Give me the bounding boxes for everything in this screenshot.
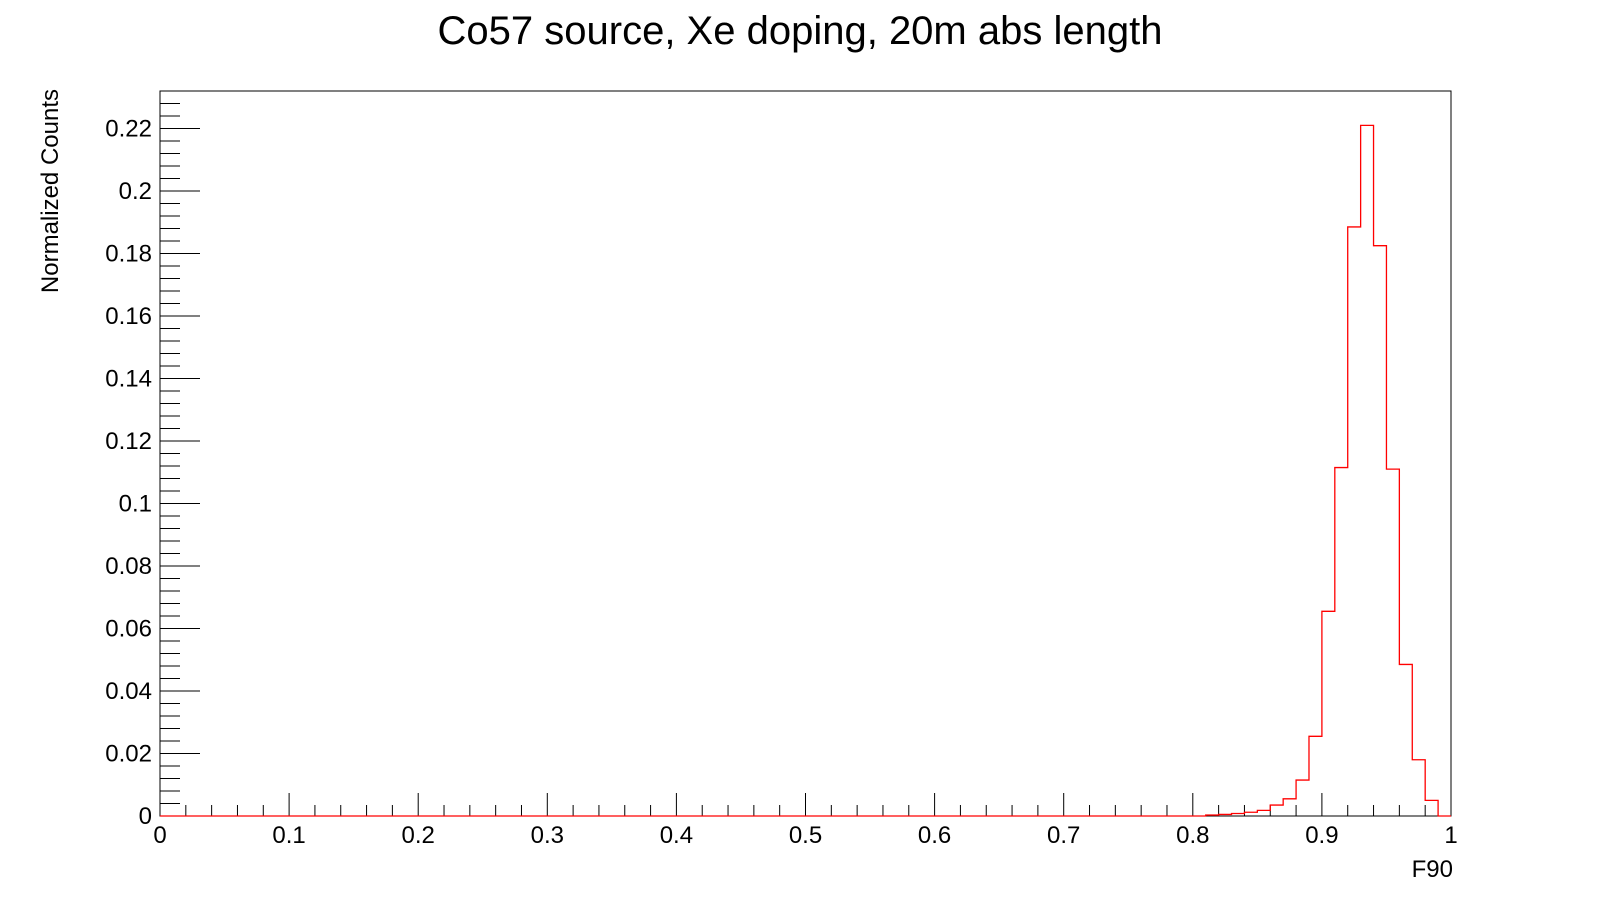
x-tick-label: 0.9 — [1305, 822, 1338, 849]
histogram-bin — [1296, 780, 1309, 816]
x-tick-label: 0 — [153, 822, 166, 849]
histogram-bin — [1309, 736, 1322, 816]
y-tick-label: 0.1 — [119, 491, 152, 518]
histogram-bin — [1244, 812, 1257, 816]
x-tick-label: 0.5 — [789, 822, 822, 849]
plot-area-border — [159, 90, 1452, 817]
x-tick-label: 0.4 — [660, 822, 693, 849]
histogram-bin — [1386, 469, 1399, 816]
y-tick-label: 0.22 — [105, 116, 152, 143]
chart-title: Co57 source, Xe doping, 20m abs length — [438, 9, 1163, 53]
y-tick-label: 0.2 — [119, 178, 152, 205]
histogram-bin — [1335, 468, 1348, 816]
y-tick-label: 0.06 — [105, 616, 152, 643]
y-tick-label: 0 — [139, 803, 152, 830]
histogram-bin — [1270, 805, 1283, 816]
y-tick-label: 0.16 — [105, 303, 152, 330]
histogram-bin — [1257, 810, 1270, 816]
y-tick-label: 0.08 — [105, 553, 152, 580]
x-tick-label: 0.1 — [272, 822, 305, 849]
histogram-bin — [1322, 611, 1335, 816]
histogram-bin — [1232, 814, 1245, 817]
y-tick-label: 0.18 — [105, 241, 152, 268]
x-tick-label: 0.3 — [531, 822, 564, 849]
x-tick-label: 0.8 — [1176, 822, 1209, 849]
histogram-bin — [1399, 664, 1412, 816]
y-axis-label: Normalized Counts — [37, 89, 64, 293]
y-tick-label: 0.12 — [105, 428, 152, 455]
x-axis-ticks: 0 0.1 0.2 0.3 0.4 0.5 0.6 0.7 0.8 0.9 1 — [153, 793, 1458, 849]
y-tick-label: 0.14 — [105, 366, 152, 393]
histogram-bin — [1374, 246, 1387, 816]
x-axis-label: F90 — [1412, 856, 1453, 883]
histogram-bin — [1412, 760, 1425, 816]
x-tick-label: 0.6 — [918, 822, 951, 849]
y-tick-label: 0.04 — [105, 678, 152, 705]
x-tick-label: 0.2 — [402, 822, 435, 849]
x-tick-label: 0.7 — [1047, 822, 1080, 849]
histogram-bin — [1283, 799, 1296, 816]
histogram-bin — [1348, 227, 1361, 816]
y-axis-ticks: 0 0.02 0.04 0.06 0.08 0.1 0.12 0.14 0.16 0.18 0.2 0… — [105, 90, 200, 830]
histogram-series — [160, 124, 1451, 817]
histogram-outline — [160, 124, 1451, 817]
histogram-bin — [1361, 125, 1374, 816]
plot-frame — [159, 90, 1452, 817]
histogram-bin — [1219, 814, 1232, 816]
histogram-bin — [1206, 815, 1219, 816]
histogram-bin — [1425, 800, 1438, 816]
x-tick-label: 1 — [1444, 822, 1457, 849]
y-tick-label: 0.02 — [105, 741, 152, 768]
